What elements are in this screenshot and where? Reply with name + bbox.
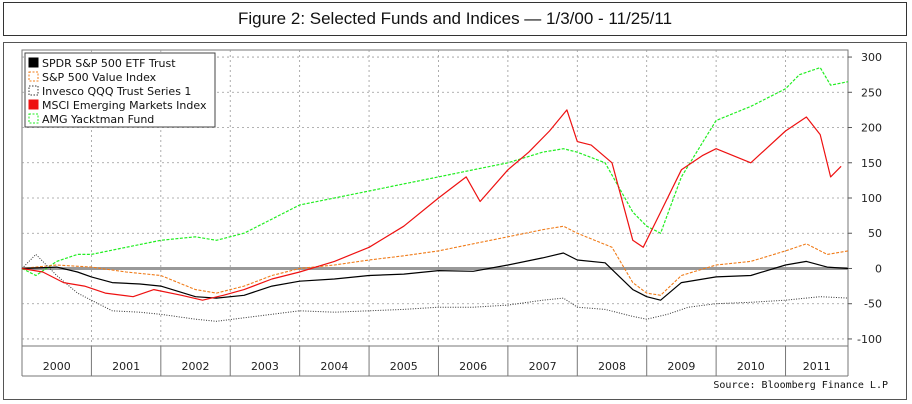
y-tick-label: -100 xyxy=(857,333,882,346)
x-tick-label: 2008 xyxy=(598,360,626,373)
legend-label: S&P 500 Value Index xyxy=(42,71,157,84)
plot-area: 300 250 200 150 100 50 0 -50 -100 2000 2001 2002 200… xyxy=(21,49,882,377)
series-line-3 xyxy=(21,253,849,322)
y-tick-label: 300 xyxy=(861,51,882,64)
legend-label: Invesco QQQ Trust Series 1 xyxy=(42,85,191,98)
x-tick-label: 2000 xyxy=(43,360,71,373)
y-tick-label: 250 xyxy=(861,86,882,99)
legend-swatch xyxy=(28,113,39,124)
x-tick-label: 2004 xyxy=(320,360,348,373)
x-tick-label: 2009 xyxy=(667,360,695,373)
y-tick-label: 200 xyxy=(861,122,882,135)
legend-label: MSCI Emerging Markets Index xyxy=(42,99,207,112)
legend-swatch xyxy=(28,99,39,110)
series-line-2 xyxy=(21,225,849,296)
legend-label: AMG Yacktman Fund xyxy=(42,113,154,126)
y-tick-label: 150 xyxy=(861,157,882,170)
legend-box xyxy=(24,52,216,128)
x-tick-label: 2011 xyxy=(803,360,831,373)
source-note: Source: Bloomberg Finance L.P xyxy=(713,380,888,391)
x-tick-label: 2003 xyxy=(251,360,279,373)
y-tick-label: 0 xyxy=(875,262,882,275)
legend-swatch xyxy=(28,57,39,68)
x-tick-label: 2007 xyxy=(529,360,557,373)
legend-label: SPDR S&P 500 ETF Trust xyxy=(42,57,176,70)
y-tick-label: 100 xyxy=(861,192,882,205)
x-tick-label: 2010 xyxy=(737,360,765,373)
series-line-4 xyxy=(21,109,842,301)
x-tick-label: 2001 xyxy=(112,360,140,373)
y-tick-label: 50 xyxy=(868,227,882,240)
x-tick-label: 2002 xyxy=(182,360,210,373)
series-line-5 xyxy=(21,67,849,277)
chart-title: Figure 2: Selected Funds and Indices — 1… xyxy=(3,2,907,36)
series-line-1 xyxy=(21,252,849,301)
x-tick-label: 2005 xyxy=(390,360,418,373)
legend-swatch xyxy=(28,85,39,96)
x-tick-label: 2006 xyxy=(459,360,487,373)
legend-swatch xyxy=(28,71,39,82)
y-tick-label: -50 xyxy=(864,298,882,311)
